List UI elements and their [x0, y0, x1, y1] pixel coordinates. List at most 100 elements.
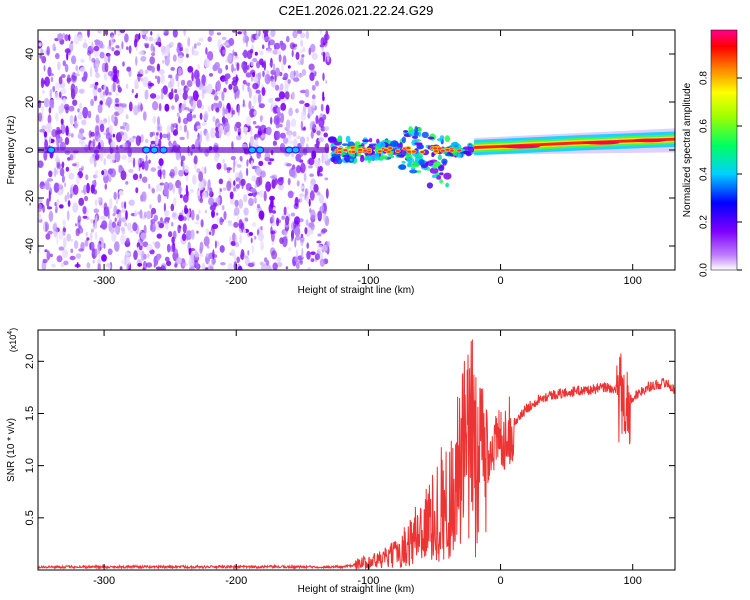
noise-blob — [288, 107, 293, 117]
noise-blob — [110, 34, 115, 46]
noise-blob — [229, 197, 235, 205]
noise-blob — [322, 244, 328, 252]
noise-blob — [168, 74, 173, 79]
noise-blob — [48, 107, 52, 114]
noise-blob — [108, 91, 112, 96]
noise-blob — [120, 259, 127, 265]
noise-blob — [137, 178, 142, 182]
transition-blob — [377, 141, 386, 149]
noise-blob — [82, 106, 89, 118]
noise-blob — [126, 266, 129, 270]
noise-blob — [99, 123, 105, 133]
noise-blob — [139, 209, 143, 219]
signal-blob — [47, 146, 56, 154]
noise-blob — [255, 89, 261, 94]
noise-blob — [316, 130, 321, 136]
noise-blob — [265, 181, 272, 192]
noise-blob — [200, 252, 203, 258]
noise-blob — [306, 242, 310, 249]
noise-blob — [46, 198, 50, 208]
noise-blob — [91, 57, 96, 63]
noise-blob — [226, 168, 231, 173]
noise-blob — [144, 138, 149, 144]
noise-blob — [179, 47, 184, 52]
noise-blob — [239, 155, 243, 162]
noise-blob — [254, 125, 262, 129]
noise-blob — [195, 138, 200, 150]
noise-blob — [77, 113, 83, 120]
noise-blob — [272, 262, 278, 270]
noise-blob — [227, 54, 233, 63]
noise-blob — [315, 80, 319, 87]
noise-blob — [109, 125, 114, 135]
transition-peak — [444, 147, 451, 152]
noise-blob — [311, 52, 318, 60]
noise-blob — [101, 254, 107, 262]
transition-peak — [394, 149, 401, 153]
noise-blob — [160, 125, 163, 132]
noise-blob — [177, 224, 181, 234]
noise-blob — [38, 99, 42, 109]
noise-blob — [246, 167, 249, 177]
noise-blob — [84, 239, 89, 247]
noise-blob — [196, 99, 202, 109]
transition-blob — [401, 160, 406, 164]
noise-blob — [283, 137, 289, 145]
noise-blob — [128, 45, 132, 54]
noise-blob — [201, 90, 205, 99]
y-tick-label: -20 — [24, 190, 36, 206]
noise-blob — [234, 206, 240, 216]
noise-blob — [111, 232, 117, 242]
noise-blob — [175, 150, 181, 161]
noise-blob — [275, 67, 280, 77]
noise-blob — [183, 124, 187, 133]
transition-blob — [426, 182, 433, 189]
noise-blob — [307, 267, 312, 270]
noise-blob — [139, 173, 142, 179]
noise-blob — [161, 133, 169, 139]
noise-blob — [72, 202, 79, 213]
colorbar-label: Normalized spectral amplitude — [682, 82, 693, 217]
noise-blob — [48, 210, 54, 222]
noise-blob — [208, 231, 212, 235]
transition-blob — [445, 182, 449, 188]
noise-blob — [49, 136, 52, 145]
noise-blob — [199, 246, 203, 254]
noise-blob — [319, 30, 322, 34]
noise-blob — [121, 103, 127, 108]
noise-blob — [324, 33, 328, 44]
noise-blob — [78, 225, 82, 229]
noise-blob — [189, 188, 194, 193]
noise-blob — [158, 158, 164, 167]
signal-blob — [256, 146, 265, 154]
transition-blob — [421, 131, 429, 139]
noise-blob — [97, 262, 101, 270]
noise-blob — [108, 168, 113, 175]
noise-blob — [82, 215, 88, 219]
noise-blob — [239, 170, 242, 180]
noise-blob — [248, 232, 254, 236]
noise-blob — [128, 169, 134, 173]
x-tick-label: -200 — [225, 275, 247, 287]
noise-blob — [274, 97, 281, 102]
y-tick-label: 1.0 — [24, 458, 36, 473]
noise-blob — [72, 99, 78, 106]
noise-blob — [186, 234, 189, 241]
transition-blob — [436, 175, 442, 180]
noise-blob — [140, 55, 147, 62]
noise-blob — [134, 209, 138, 218]
noise-blob — [113, 205, 118, 215]
noise-blob — [267, 40, 271, 49]
noise-blob — [58, 76, 63, 85]
noise-blob — [142, 260, 147, 270]
noise-blob — [62, 60, 66, 67]
noise-blob — [49, 89, 52, 100]
noise-blob — [115, 92, 119, 96]
noise-blob — [95, 125, 100, 137]
snr-y-scale: (x104) — [7, 328, 18, 352]
noise-blob — [299, 32, 306, 39]
noise-blob — [93, 159, 97, 168]
noise-blob — [129, 229, 134, 233]
noise-blob — [141, 191, 147, 202]
noise-blob — [66, 210, 70, 221]
